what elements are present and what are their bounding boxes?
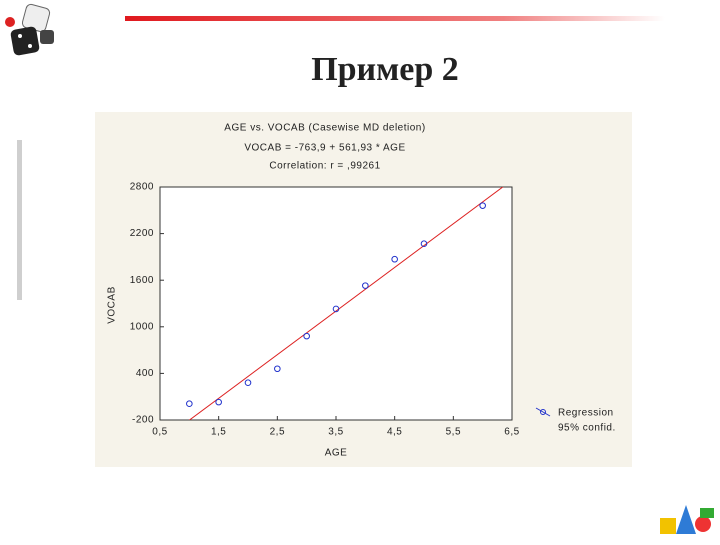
- slide-title: Пример 2: [311, 51, 459, 88]
- y-tick-label: 2200: [130, 228, 154, 239]
- x-tick-label: 0,5: [152, 427, 167, 438]
- data-point: [303, 332, 310, 340]
- legend-label: Regression: [558, 408, 614, 419]
- y-tick-label: 400: [136, 368, 154, 379]
- data-point: [186, 400, 193, 407]
- x-tick-label: 4,5: [387, 427, 402, 438]
- data-point: [391, 255, 398, 263]
- regression-clip: [188, 187, 504, 420]
- legend-label: 95% confid.: [558, 423, 616, 434]
- x-tick-label: 2,5: [270, 427, 285, 438]
- regression-line: [188, 187, 504, 420]
- y-tick-label: -200: [132, 415, 154, 426]
- legend-marker: [540, 409, 546, 415]
- side-bar: [17, 140, 22, 300]
- data-point: [332, 305, 340, 313]
- y-tick-label: 1000: [130, 321, 154, 332]
- x-tick-label: 6,5: [504, 427, 519, 438]
- plot-area: [159, 186, 513, 421]
- x-axis-label: AGE: [325, 448, 348, 459]
- x-tick-label: 1,5: [211, 427, 226, 438]
- x-tick-label: 5,5: [446, 427, 461, 438]
- dice-icon: [5, 3, 54, 56]
- data-point: [215, 398, 222, 406]
- data-point: [244, 379, 252, 387]
- data-point: [420, 240, 428, 247]
- chart-title: AGE vs. VOCAB (Casewise MD deletion): [224, 123, 425, 134]
- data-point: [274, 365, 281, 373]
- chart-subtitle: Correlation: r = ,99261: [269, 161, 380, 172]
- legend-line: [535, 407, 551, 417]
- data-point: [362, 282, 369, 289]
- shapes-icon: [660, 505, 714, 534]
- y-tick-label: 1600: [130, 275, 154, 286]
- chart-subtitle: VOCAB = -763,9 + 561,93 * AGE: [244, 143, 405, 154]
- x-tick-label: 3,5: [328, 427, 343, 438]
- data-point: [479, 202, 486, 209]
- y-axis-label: VOCAB: [107, 286, 118, 324]
- header-rule: [125, 16, 665, 21]
- y-tick-label: 2800: [130, 182, 154, 193]
